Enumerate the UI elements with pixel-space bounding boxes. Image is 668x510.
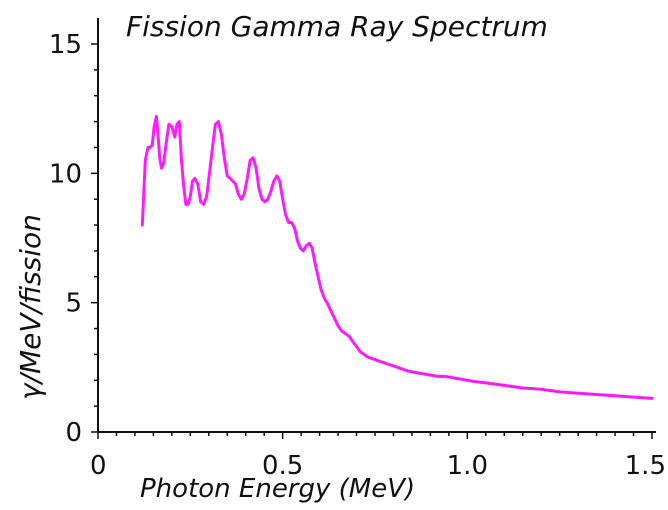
x-tick-label: 1.0 bbox=[447, 451, 488, 481]
y-tick-label: 0 bbox=[65, 418, 82, 448]
series-group bbox=[140, 114, 654, 400]
y-tick-label: 10 bbox=[49, 159, 82, 189]
spectrum-line bbox=[140, 114, 654, 400]
x-tick-label: 1.5 bbox=[625, 451, 666, 481]
x-tick-label: 0 bbox=[90, 451, 107, 481]
y-axis-label: γ/MeV/fission bbox=[14, 214, 47, 400]
x-axis-label: Photon Energy (MeV) bbox=[140, 474, 415, 504]
y-tick-label: 5 bbox=[65, 289, 82, 319]
y-tick-label: 15 bbox=[49, 30, 82, 60]
axis-ticks bbox=[91, 43, 653, 439]
chart-title: Fission Gamma Ray Spectrum bbox=[126, 10, 548, 43]
x-tick-label: 0.5 bbox=[262, 451, 303, 481]
axis-tick-labels: 0 5 10 15 0 0.5 1.0 1.5 bbox=[49, 30, 666, 481]
